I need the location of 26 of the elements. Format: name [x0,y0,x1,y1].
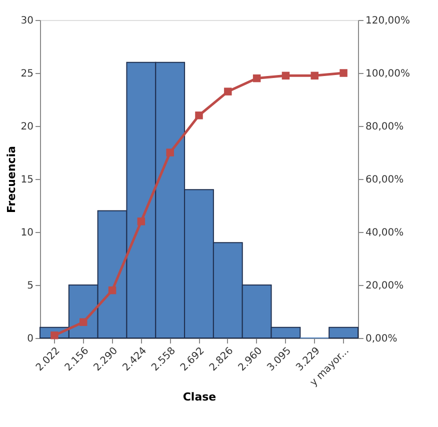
point [310,72,319,80]
y-tick-label: 30 [20,16,34,26]
x-axis-title: Clase [182,390,216,404]
point [108,286,116,294]
y-tick-label: 5 [27,280,34,292]
point [137,218,146,226]
y2-tick-label: 80,00% [366,122,404,132]
y2-tick-label: 20,00% [366,280,404,292]
point [252,74,261,82]
y2-tick-label: 0,00% [366,334,398,344]
y-tick-label: 15 [20,174,34,186]
y-tick-label: 10 [20,228,34,238]
y-tick-label: 25 [20,68,34,80]
point [79,318,88,326]
point [166,148,174,156]
y-tick-label: 20 [20,122,34,132]
y2-tick-label: 100,00% [366,68,410,80]
point [340,69,348,77]
point [282,72,290,80]
y2-tick-label: 120,00% [366,16,410,26]
y2-tick-label: 40,00% [366,228,404,238]
y2-tick-label: 60,00% [366,174,404,186]
point [224,88,232,96]
point [195,112,203,120]
y-axis-title: Frecuencia [4,146,18,214]
y-tick-label: 0 [27,334,34,344]
